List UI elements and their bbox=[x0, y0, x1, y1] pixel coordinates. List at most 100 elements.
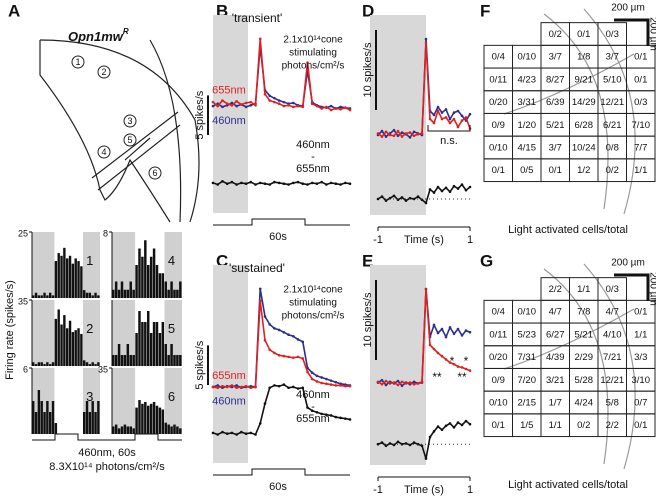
trace-point bbox=[334, 107, 338, 110]
trace-point bbox=[225, 102, 229, 106]
trace-point bbox=[416, 132, 420, 136]
trace-point bbox=[384, 383, 388, 387]
hist-bar bbox=[129, 426, 132, 434]
trace-point bbox=[348, 108, 352, 112]
trace-point bbox=[424, 37, 428, 41]
off-shade bbox=[370, 265, 426, 465]
hist-bar bbox=[40, 362, 43, 366]
hist-label: 2 bbox=[86, 321, 93, 336]
trace-point bbox=[282, 182, 286, 185]
cell-value: 7/31 bbox=[518, 352, 537, 363]
trace-point bbox=[424, 457, 428, 460]
hist-bar bbox=[123, 355, 127, 366]
trace-point bbox=[464, 188, 468, 192]
cell-value: 1/1 bbox=[577, 284, 590, 295]
scale-label: 200 µm bbox=[611, 258, 645, 269]
trace-point bbox=[268, 323, 271, 326]
hist-bar bbox=[97, 295, 100, 298]
scale-label: 200 µm bbox=[647, 17, 656, 51]
trace-point bbox=[334, 380, 338, 384]
cell-value: 0/1 bbox=[492, 420, 505, 431]
trace-point bbox=[348, 418, 352, 421]
hist-bar bbox=[43, 364, 46, 366]
hist-bar bbox=[149, 256, 153, 298]
off-shade bbox=[164, 368, 182, 434]
trace-point bbox=[235, 386, 238, 390]
trace-point bbox=[334, 182, 338, 185]
trace-point bbox=[315, 411, 319, 414]
series-label: 460nm bbox=[212, 396, 246, 408]
cell-value: 0/9 bbox=[492, 120, 505, 131]
trace-point bbox=[221, 105, 224, 109]
trace-point bbox=[384, 130, 388, 134]
hist-bar bbox=[176, 426, 179, 434]
trace-point bbox=[221, 384, 224, 388]
hist-bar bbox=[167, 289, 170, 298]
trace-point bbox=[230, 101, 234, 105]
trace-point bbox=[310, 377, 314, 381]
hist-bar bbox=[37, 295, 41, 298]
diff-label: 460nm bbox=[296, 139, 330, 151]
cell-value: 0/10 bbox=[518, 52, 537, 63]
trace-point bbox=[221, 180, 224, 183]
trace-point bbox=[334, 415, 338, 419]
cell-value: 4/10 bbox=[603, 329, 622, 340]
trace-point bbox=[244, 384, 248, 388]
trace-point bbox=[456, 421, 460, 424]
trace-point bbox=[287, 355, 290, 359]
cell-value: 0/10 bbox=[489, 398, 508, 409]
scale-label: 200 µm bbox=[647, 272, 656, 306]
off-shade bbox=[164, 300, 182, 366]
trace-point bbox=[301, 386, 305, 390]
trace-point bbox=[211, 385, 215, 389]
caption: Light activated cells/total bbox=[508, 479, 628, 491]
trace-point bbox=[448, 190, 452, 194]
trace-point bbox=[464, 329, 468, 332]
trace-point bbox=[244, 182, 248, 185]
hist-bar bbox=[132, 289, 135, 298]
cell-value: 2/29 bbox=[575, 352, 594, 363]
trace-point bbox=[249, 100, 253, 104]
hist-bar bbox=[46, 362, 49, 366]
hist-label: 5 bbox=[168, 321, 175, 336]
hist-bar bbox=[152, 401, 156, 434]
cell-value: 3/31 bbox=[518, 97, 537, 108]
trace-point bbox=[282, 100, 286, 104]
trace-point bbox=[249, 386, 253, 390]
x-axis-label: Time (s) bbox=[404, 484, 444, 496]
hist-bar bbox=[164, 422, 167, 434]
trace-point bbox=[320, 381, 323, 385]
trace-point bbox=[408, 381, 412, 384]
hist-bar bbox=[138, 311, 141, 366]
hist-bar bbox=[32, 362, 35, 366]
trace-point bbox=[221, 99, 224, 102]
hist-bar bbox=[32, 295, 35, 298]
trace-point bbox=[320, 107, 323, 110]
cell-value: 1/1 bbox=[549, 420, 562, 431]
cell-value: 9/21 bbox=[575, 74, 594, 85]
trace-point bbox=[240, 181, 243, 185]
series-label: 655nm bbox=[212, 370, 246, 382]
trace-point bbox=[320, 376, 323, 379]
hist-bar bbox=[91, 401, 94, 434]
trace-point bbox=[240, 103, 243, 106]
bracket bbox=[427, 125, 471, 132]
trace-point bbox=[258, 299, 262, 302]
hist-bar bbox=[173, 355, 176, 366]
cell-value: 5/8 bbox=[606, 398, 619, 409]
y-tick-label: 25 bbox=[18, 228, 28, 238]
title-main: Opn1mw bbox=[68, 29, 124, 44]
hist-bar bbox=[71, 332, 75, 366]
cell-value: 0/2 bbox=[577, 420, 590, 431]
trace-point bbox=[268, 386, 271, 390]
trace-point bbox=[428, 343, 432, 347]
hist-bar bbox=[112, 355, 115, 366]
grid-cell bbox=[626, 158, 656, 183]
cell-value: 0/10 bbox=[489, 143, 508, 154]
trace-point bbox=[412, 441, 416, 444]
cell-value: 1/1 bbox=[634, 329, 647, 340]
trace-point bbox=[277, 353, 281, 357]
trace-point bbox=[249, 431, 253, 435]
hist-bar bbox=[40, 401, 43, 434]
hist-bar bbox=[57, 309, 60, 366]
